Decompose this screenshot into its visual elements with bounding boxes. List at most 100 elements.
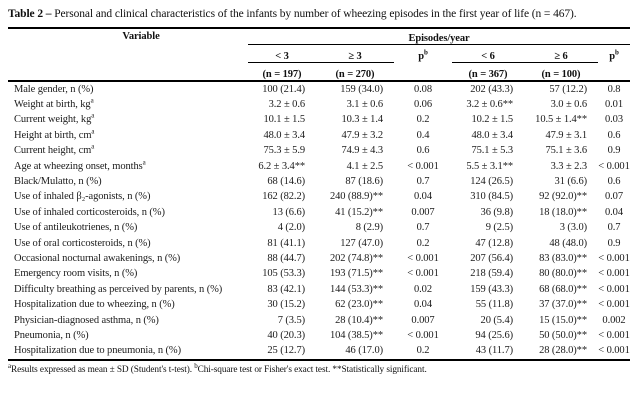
- row-label: Occasional nocturnal awakenings, n (%): [14, 252, 181, 264]
- value-cell: 144 (53.3)**: [329, 283, 383, 295]
- p-value-cell: 0.8: [607, 83, 621, 95]
- column-n-ge6: (n = 100): [524, 62, 598, 82]
- value-cell: 8 (2.9): [355, 222, 383, 234]
- value-cell: 3.3 ± 2.3: [550, 160, 587, 172]
- value-cell: 159 (43.3): [470, 283, 513, 295]
- p-value-cell: < 0.001: [598, 343, 630, 361]
- value-cell: 55 (11.8): [475, 299, 513, 311]
- value-cell: 18 (18.0)**: [539, 206, 587, 218]
- row-label: Weight at birth, kga: [14, 96, 94, 111]
- column-header-lt3: < 3: [248, 44, 316, 63]
- table-row: Hospitalization due to pneumonia, n (%) 2…: [8, 343, 630, 361]
- value-cell: 83 (42.1): [267, 283, 305, 295]
- value-cell: 28 (10.4)**: [335, 314, 383, 326]
- table-row: Age at wheezing onset, monthsa 6.2 ± 3.4*…: [8, 158, 630, 173]
- value-cell: 202 (74.8)**: [329, 252, 383, 264]
- column-header-ge3: ≥ 3: [316, 44, 394, 63]
- table-row: Height at birth, cma 48.0 ± 3.4 47.9 ± 3.2…: [8, 128, 630, 143]
- column-header-variable: Variable: [8, 27, 248, 82]
- table-row: Use of inhaled corticosteroids, n (%) 13 …: [8, 205, 630, 220]
- column-header-lt6: < 6: [452, 44, 524, 63]
- value-cell: 218 (59.4): [470, 268, 513, 280]
- value-cell: 41 (15.2)**: [335, 206, 383, 218]
- value-cell: 74.9 ± 4.3: [341, 145, 383, 157]
- table-body: Male gender, n (%) 100 (21.4) 159 (34.0) 0.…: [8, 81, 630, 361]
- table-figure: Table 2 – Personal and clinical characte…: [8, 8, 630, 375]
- value-cell: 3.0 ± 0.6: [550, 99, 587, 111]
- value-cell: 162 (82.2): [262, 191, 305, 203]
- value-cell: 6.2 ± 3.4**: [258, 160, 305, 172]
- table-row: Current height, cma 75.3 ± 5.9 74.9 ± 4.3 0…: [8, 143, 630, 158]
- row-label: Current weight, kga: [14, 111, 95, 126]
- p-value-cell: 0.6: [607, 129, 621, 141]
- value-cell: 48.0 ± 3.4: [471, 129, 513, 141]
- value-cell: 4.1 ± 2.5: [346, 160, 383, 172]
- p-value-cell: 0.02: [414, 283, 432, 295]
- value-cell: 68 (68.0)**: [539, 283, 587, 295]
- column-header-p1: pb: [418, 48, 428, 62]
- p-value-cell: 0.04: [414, 299, 432, 311]
- table-caption-label: Table 2 –: [8, 8, 52, 20]
- table-row: Current weight, kga 10.1 ± 1.5 10.3 ± 1.4 0…: [8, 112, 630, 127]
- p-value-cell: 0.01: [605, 99, 623, 111]
- value-cell: 10.2 ± 1.5: [471, 114, 513, 126]
- p-value-cell: 0.7: [416, 176, 430, 188]
- table-row: Hospitalization due to wheezing, n (%) 30…: [8, 297, 630, 312]
- table-row: Emergency room visits, n (%) 105 (53.3) 19…: [8, 266, 630, 281]
- p-value-cell: 0.9: [607, 145, 621, 157]
- value-cell: 3 (3.0): [559, 222, 587, 234]
- value-cell: 193 (71.5)**: [329, 268, 383, 280]
- value-cell: 47.9 ± 3.2: [341, 129, 383, 141]
- row-label: Black/Mulatto, n (%): [14, 176, 102, 188]
- value-cell: 48 (48.0): [549, 237, 587, 249]
- p-value-cell: 0.7: [416, 222, 430, 234]
- value-cell: 159 (34.0): [340, 83, 383, 95]
- value-cell: 202 (43.3): [470, 83, 513, 95]
- row-label: Height at birth, cma: [14, 127, 95, 141]
- value-cell: 75.1 ± 3.6: [545, 145, 587, 157]
- p-value-cell: 0.2: [394, 343, 452, 361]
- value-cell: 30 (15.2): [267, 299, 305, 311]
- table-row: Use of inhaled β₂-agonists, n (%) 162 (82…: [8, 189, 630, 204]
- p-value-cell: < 0.001: [407, 252, 439, 264]
- value-cell: 81 (41.1): [267, 237, 305, 249]
- value-cell: 88 (44.7): [267, 252, 305, 264]
- table-row: Male gender, n (%) 100 (21.4) 159 (34.0) 0.…: [8, 81, 630, 97]
- p-value-cell: 0.2: [416, 237, 430, 249]
- p-value-cell: 0.07: [605, 191, 623, 203]
- value-cell: 240 (88.9)**: [329, 191, 383, 203]
- value-cell: 310 (84.5): [470, 191, 513, 203]
- value-cell: 80 (80.0)**: [539, 268, 587, 280]
- table-row: Use of antileukotrienes, n (%) 4 (2.0) 8 (…: [8, 220, 630, 235]
- p-value-cell: 0.06: [414, 99, 432, 111]
- table-row: Pneumonia, n (%) 40 (20.3) 104 (38.5)** < 0…: [8, 328, 630, 343]
- value-cell: 83 (83.0)**: [539, 252, 587, 264]
- p-value-cell: 0.03: [605, 114, 623, 126]
- value-cell: 50 (50.0)**: [539, 329, 587, 341]
- value-cell: 3.2 ± 0.6: [268, 99, 305, 111]
- table-row: Weight at birth, kga 3.2 ± 0.6 3.1 ± 0.6 0.…: [8, 97, 630, 112]
- value-cell: 9 (2.5): [485, 222, 513, 234]
- row-label: Current height, cma: [14, 142, 95, 157]
- row-label: Use of inhaled β₂-agonists, n (%): [14, 191, 151, 203]
- value-cell: 46 (17.0): [316, 343, 394, 361]
- p-value-cell: 0.04: [605, 206, 623, 218]
- value-cell: 57 (12.2): [549, 83, 587, 95]
- row-label: Use of antileukotrienes, n (%): [14, 222, 138, 234]
- value-cell: 104 (38.5)**: [329, 329, 383, 341]
- value-cell: 10.3 ± 1.4: [341, 114, 383, 126]
- footnote: aResults expressed as mean ± SD (Student…: [8, 361, 427, 375]
- value-cell: 75.1 ± 5.3: [471, 145, 513, 157]
- value-cell: 207 (56.4): [470, 252, 513, 264]
- value-cell: 13 (6.6): [272, 206, 306, 218]
- row-label: Use of inhaled corticosteroids, n (%): [14, 206, 165, 218]
- value-cell: 127 (47.0): [340, 237, 383, 249]
- p-value-cell: 0.2: [416, 114, 430, 126]
- column-n-p2-empty: [598, 62, 630, 82]
- value-cell: 4 (2.0): [277, 222, 305, 234]
- value-cell: 48.0 ± 3.4: [263, 129, 305, 141]
- p-value-cell: < 0.001: [598, 268, 630, 280]
- p-value-cell: < 0.001: [407, 160, 439, 172]
- table-row: Black/Mulatto, n (%) 68 (14.6) 87 (18.6) 0.…: [8, 174, 630, 189]
- table-row: Use of oral corticosteroids, n (%) 81 (41…: [8, 235, 630, 250]
